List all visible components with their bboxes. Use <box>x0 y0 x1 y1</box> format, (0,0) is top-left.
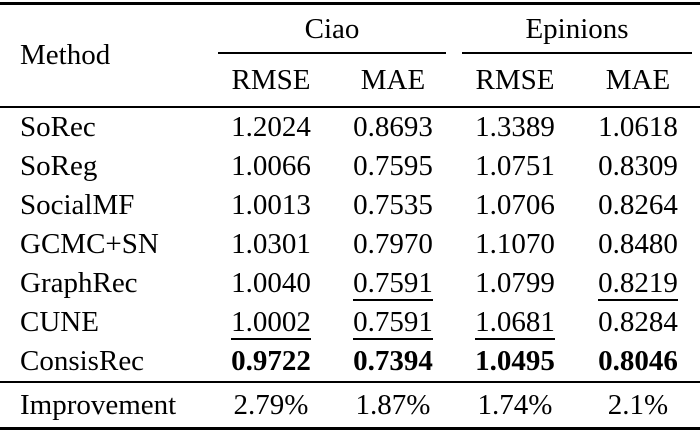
value-cell: 1.0751 <box>475 150 555 182</box>
value-cell-second-best: 1.0002 <box>231 306 311 340</box>
method-cell: CUNE <box>20 306 99 338</box>
value-cell: 0.8693 <box>353 111 433 143</box>
group-label-ciao: Ciao <box>304 13 360 45</box>
table-footer: Improvement 2.79% 1.87% 1.74% 2.1% <box>0 381 700 429</box>
table-row-soreg: SoReg 1.0066 0.7595 1.0751 0.8309 <box>0 147 700 186</box>
value-cell: 1.0066 <box>231 150 311 182</box>
value-cell: 1.0013 <box>231 189 311 221</box>
value-cell: 0.8480 <box>598 228 678 260</box>
value-cell: 1.0706 <box>475 189 555 221</box>
method-cell: GCMC+SN <box>20 228 159 260</box>
value-cell: 0.7595 <box>353 150 433 182</box>
value-cell: 1.2024 <box>231 111 311 143</box>
value-cell-best: 0.7394 <box>353 345 433 377</box>
col-header-epinions-mae: MAE <box>576 54 700 108</box>
value-cell-second-best: 1.0681 <box>475 306 555 340</box>
value-cell-best: 0.9722 <box>231 345 311 377</box>
value-cell: 1.1070 <box>475 228 555 260</box>
col-header-ciao-rmse: RMSE <box>210 54 332 108</box>
table-body: SoRec 1.2024 0.8693 1.3389 1.0618 SoReg … <box>0 107 700 382</box>
method-cell: ConsisRec <box>20 345 145 377</box>
group-header-epinions: Epinions <box>454 4 700 54</box>
table-row-sorec: SoRec 1.2024 0.8693 1.3389 1.0618 <box>0 107 700 147</box>
metric-header-row: RMSE MAE RMSE MAE <box>0 54 700 108</box>
cmidrule-epinions <box>462 52 692 54</box>
value-cell: 1.0301 <box>231 228 311 260</box>
table-row-socialmf: SocialMF 1.0013 0.7535 1.0706 0.8264 <box>0 186 700 225</box>
table-row-graphrec: GraphRec 1.0040 0.7591 1.0799 0.8219 <box>0 264 700 303</box>
cmidrule-ciao <box>218 52 446 54</box>
col-header-method: Method <box>0 3 210 108</box>
value-cell-best: 0.8046 <box>598 345 678 377</box>
improvement-label: Improvement <box>0 381 210 429</box>
method-cell: GraphRec <box>20 267 138 299</box>
table-row-gcmcsn: GCMC+SN 1.0301 0.7970 1.1070 0.8480 <box>0 225 700 264</box>
improvement-cell: 1.74% <box>454 381 576 429</box>
group-header-row: Method Ciao Epinions <box>0 3 700 108</box>
group-header-ciao: Ciao <box>210 4 454 54</box>
improvement-cell: 2.79% <box>210 381 332 429</box>
value-cell-second-best: 0.7591 <box>353 306 433 340</box>
value-cell: 0.8264 <box>598 189 678 221</box>
table-header: Method Ciao Epinions RMSE MAE RMSE MAE <box>0 3 700 108</box>
group-label-epinions: Epinions <box>525 13 629 45</box>
value-cell-best: 1.0495 <box>475 345 555 377</box>
method-cell: SoReg <box>20 150 98 182</box>
table-row-consisrec: ConsisRec 0.9722 0.7394 1.0495 0.8046 <box>0 342 700 382</box>
improvement-cell: 1.87% <box>332 381 454 429</box>
table-row-cune: CUNE 1.0002 0.7591 1.0681 0.8284 <box>0 303 700 342</box>
method-cell: SocialMF <box>20 189 135 221</box>
value-cell: 0.8309 <box>598 150 678 182</box>
value-cell: 1.0799 <box>475 267 555 299</box>
value-cell: 1.0618 <box>598 111 678 143</box>
col-header-epinions-rmse: RMSE <box>454 54 576 108</box>
value-cell-second-best: 0.8219 <box>598 267 678 301</box>
value-cell: 0.7970 <box>353 228 433 260</box>
value-cell: 0.7535 <box>353 189 433 221</box>
method-cell: SoRec <box>20 111 96 143</box>
value-cell: 1.0040 <box>231 267 311 299</box>
value-cell: 0.8284 <box>598 306 678 338</box>
col-header-ciao-mae: MAE <box>332 54 454 108</box>
improvement-cell: 2.1% <box>576 381 700 429</box>
value-cell-second-best: 0.7591 <box>353 267 433 301</box>
value-cell: 1.3389 <box>475 111 555 143</box>
improvement-row: Improvement 2.79% 1.87% 1.74% 2.1% <box>0 381 700 429</box>
